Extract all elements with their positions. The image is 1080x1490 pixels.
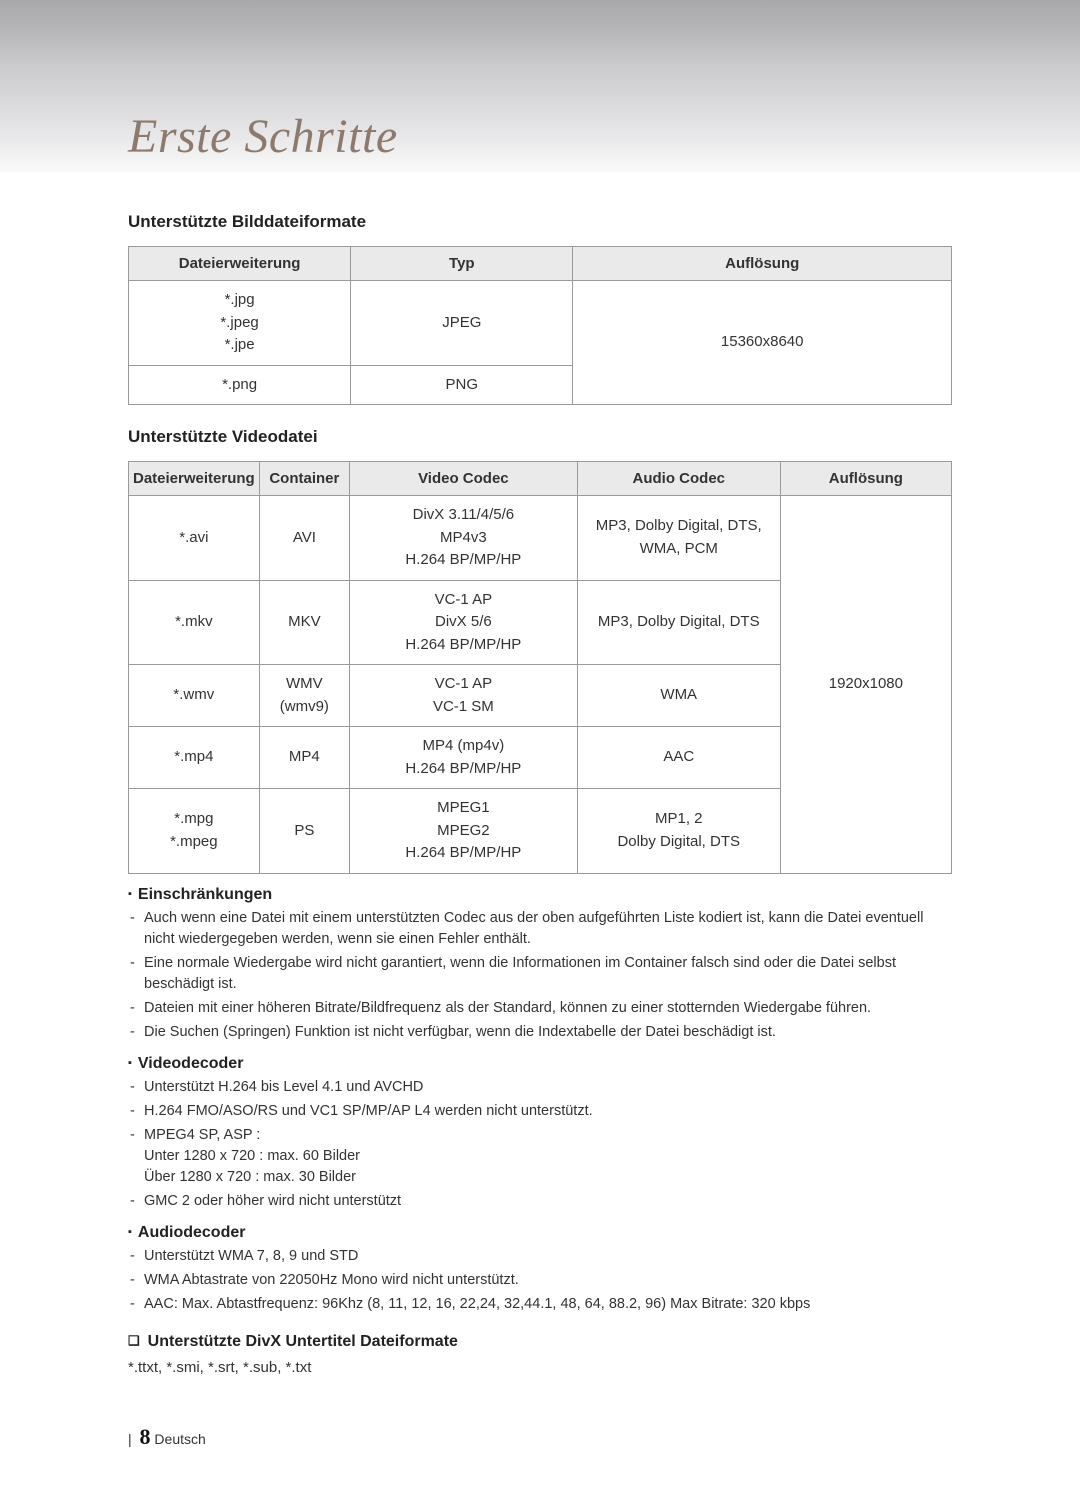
- cell-type: JPEG: [351, 281, 573, 366]
- vid-col-acodec: Audio Codec: [577, 462, 780, 496]
- cell-vcodec: VC-1 AP VC-1 SM: [350, 665, 578, 727]
- cell-vcodec: MPEG1 MPEG2 H.264 BP/MP/HP: [350, 789, 578, 874]
- list-item: WMA Abtastrate von 22050Hz Mono wird nic…: [128, 1270, 952, 1291]
- image-formats-table: Dateierweiterung Typ Auflösung *.jpg *.j…: [128, 246, 952, 405]
- page-number: 8: [140, 1424, 151, 1449]
- divx-formats: *.ttxt, *.smi, *.srt, *.sub, *.txt: [128, 1359, 952, 1376]
- list-item: Die Suchen (Springen) Funktion ist nicht…: [128, 1022, 952, 1043]
- vid-col-ext: Dateierweiterung: [129, 462, 260, 496]
- audiodecoder-list: Unterstützt WMA 7, 8, 9 und STD WMA Abta…: [128, 1246, 952, 1315]
- header-banner: Erste Schritte: [0, 0, 1080, 172]
- cell-ext: *.avi: [129, 496, 260, 581]
- limitations-heading: Einschränkungen: [128, 886, 952, 904]
- cell-container: WMV (wmv9): [259, 665, 349, 727]
- cell-acodec: MP1, 2 Dolby Digital, DTS: [577, 789, 780, 874]
- page-title: Erste Schritte: [128, 109, 398, 164]
- cell-container: PS: [259, 789, 349, 874]
- list-item: Eine normale Wiedergabe wird nicht garan…: [128, 953, 952, 995]
- footer-lang: Deutsch: [154, 1431, 205, 1447]
- list-item: GMC 2 oder höher wird nicht unterstützt: [128, 1191, 952, 1212]
- vid-col-res: Auflösung: [780, 462, 951, 496]
- list-item: H.264 FMO/ASO/RS und VC1 SP/MP/AP L4 wer…: [128, 1101, 952, 1122]
- list-item: MPEG4 SP, ASP : Unter 1280 x 720 : max. …: [128, 1125, 952, 1188]
- videodecoder-heading: Videodecoder: [128, 1055, 952, 1073]
- videodecoder-list: Unterstützt H.264 bis Level 4.1 und AVCH…: [128, 1077, 952, 1212]
- img-col-type: Typ: [351, 247, 573, 281]
- cell-ext: *.mkv: [129, 580, 260, 665]
- cell-ext: *.wmv: [129, 665, 260, 727]
- cell-acodec: WMA: [577, 665, 780, 727]
- img-col-res: Auflösung: [573, 247, 952, 281]
- list-item: Unterstützt WMA 7, 8, 9 und STD: [128, 1246, 952, 1267]
- limitations-list: Auch wenn eine Datei mit einem unterstüt…: [128, 908, 952, 1043]
- list-item: AAC: Max. Abtastfrequenz: 96Khz (8, 11, …: [128, 1294, 952, 1315]
- vid-col-container: Container: [259, 462, 349, 496]
- cell-vcodec: MP4 (mp4v) H.264 BP/MP/HP: [350, 727, 578, 789]
- cell-acodec: AAC: [577, 727, 780, 789]
- list-item: Dateien mit einer höheren Bitrate/Bildfr…: [128, 998, 952, 1019]
- list-item: Auch wenn eine Datei mit einem unterstüt…: [128, 908, 952, 950]
- video-formats-table: Dateierweiterung Container Video Codec A…: [128, 461, 952, 874]
- cell-container: AVI: [259, 496, 349, 581]
- audiodecoder-heading: Audiodecoder: [128, 1224, 952, 1242]
- cell-res: 15360x8640: [573, 281, 952, 405]
- footer-pipe: |: [128, 1431, 132, 1447]
- cell-type: PNG: [351, 365, 573, 405]
- img-col-ext: Dateierweiterung: [129, 247, 351, 281]
- cell-ext: *.jpg *.jpeg *.jpe: [129, 281, 351, 366]
- cell-container: MP4: [259, 727, 349, 789]
- page-footer: | 8 Deutsch: [128, 1424, 952, 1450]
- image-formats-heading: Unterstützte Bilddateiformate: [128, 212, 952, 232]
- list-item: Unterstützt H.264 bis Level 4.1 und AVCH…: [128, 1077, 952, 1098]
- cell-container: MKV: [259, 580, 349, 665]
- cell-ext: *.mp4: [129, 727, 260, 789]
- vid-col-vcodec: Video Codec: [350, 462, 578, 496]
- divx-heading: Unterstützte DivX Untertitel Dateiformat…: [128, 1333, 952, 1351]
- cell-ext: *.png: [129, 365, 351, 405]
- cell-ext: *.mpg *.mpeg: [129, 789, 260, 874]
- video-formats-heading: Unterstützte Videodatei: [128, 427, 952, 447]
- table-row: *.avi AVI DivX 3.11/4/5/6 MP4v3 H.264 BP…: [129, 496, 952, 581]
- cell-vcodec: VC-1 AP DivX 5/6 H.264 BP/MP/HP: [350, 580, 578, 665]
- table-row: *.jpg *.jpeg *.jpe JPEG 15360x8640: [129, 281, 952, 366]
- cell-acodec: MP3, Dolby Digital, DTS: [577, 580, 780, 665]
- content-area: Unterstützte Bilddateiformate Dateierwei…: [0, 172, 1080, 1490]
- cell-vcodec: DivX 3.11/4/5/6 MP4v3 H.264 BP/MP/HP: [350, 496, 578, 581]
- cell-res: 1920x1080: [780, 496, 951, 874]
- cell-acodec: MP3, Dolby Digital, DTS, WMA, PCM: [577, 496, 780, 581]
